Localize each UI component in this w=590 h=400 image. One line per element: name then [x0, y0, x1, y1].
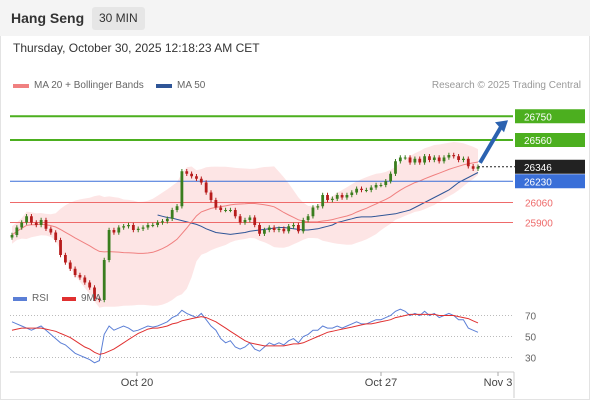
legend-label: 9MA — [81, 293, 102, 304]
legend-label: RSI — [32, 293, 49, 304]
symbol-title: Hang Seng — [11, 10, 85, 26]
timeframe-button[interactable]: 30 MIN — [92, 7, 145, 30]
datetime-label: Thursday, October 30, 2025 12:18:23 AM C… — [13, 41, 260, 55]
legend-label: MA 20 + Bollinger Bands — [34, 80, 144, 91]
legend-item-ma50: MA 50 — [156, 80, 205, 91]
credit-label: Research © 2025 Trading Central — [431, 80, 581, 91]
legend-item-bollinger: MA 20 + Bollinger Bands — [13, 80, 144, 91]
rsi-legend-item-9ma: 9MA — [62, 293, 102, 304]
header-bar: Hang Seng 30 MIN — [0, 0, 590, 36]
legend-label: MA 50 — [177, 80, 206, 91]
legend-swatch — [156, 83, 172, 88]
legend-swatch — [62, 296, 76, 301]
rsi-legend-item-rsi: RSI — [13, 293, 49, 304]
legend-swatch — [13, 296, 27, 301]
legend-swatch — [13, 83, 29, 88]
